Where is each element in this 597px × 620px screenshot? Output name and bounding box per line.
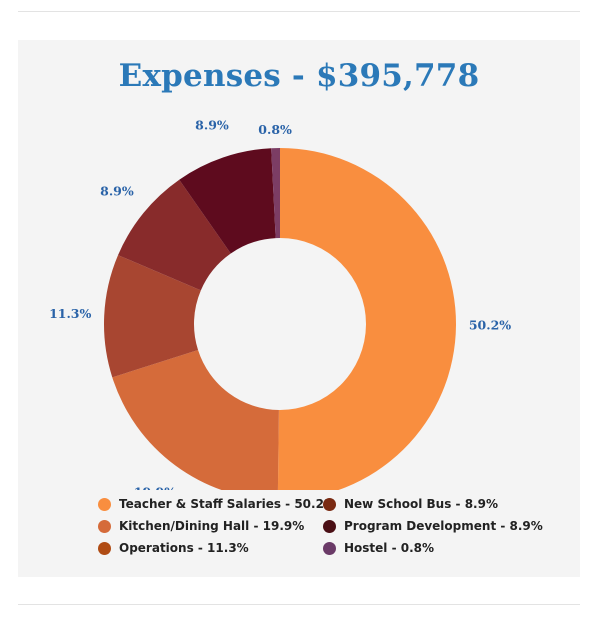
donut-chart: 50.2% 19.9% 11.3% 8.9% 8.9% 0.8%	[49, 117, 511, 490]
legend-item-teacher-staff-salaries: Teacher & Staff Salaries - 50.2%	[98, 497, 336, 511]
legend-marker	[98, 497, 111, 511]
chart-card: Expenses - $395,778 50.2% 19.9% 11.3% 8.9% 8…	[18, 40, 580, 577]
slice-label-teacher-staff-salaries: 50.2%	[469, 317, 511, 332]
bottom-divider	[18, 604, 580, 605]
slice-program-development	[179, 148, 276, 254]
slice-label-program-development: 8.9%	[195, 117, 229, 132]
donut-slices	[104, 148, 456, 490]
legend-label: Hostel - 0.8%	[344, 541, 435, 555]
donut-labels: 50.2% 19.9% 11.3% 8.9% 8.9% 0.8%	[49, 117, 511, 490]
legend-item-hostel: Hostel - 0.8%	[323, 541, 434, 555]
slice-operations	[104, 255, 201, 378]
legend-label: Operations - 11.3%	[119, 541, 249, 555]
chart-title: Expenses - $395,778	[118, 58, 480, 94]
slice-label-new-school-bus: 8.9%	[100, 184, 134, 199]
legend-marker	[98, 519, 111, 533]
legend-marker	[98, 541, 111, 555]
legend-item-new-school-bus: New School Bus - 8.9%	[323, 497, 498, 511]
slice-kitchen-dining-hall	[112, 350, 279, 490]
slice-hostel	[271, 148, 280, 239]
slice-label-hostel: 0.8%	[258, 122, 292, 137]
legend-item-kitchen-dining-hall: Kitchen/Dining Hall - 19.9%	[98, 519, 304, 533]
legend-item-program-development: Program Development - 8.9%	[323, 519, 543, 533]
legend-label: Teacher & Staff Salaries - 50.2%	[119, 497, 336, 511]
legend-label: Kitchen/Dining Hall - 19.9%	[119, 519, 305, 533]
legend-label: New School Bus - 8.9%	[344, 497, 498, 511]
slice-new-school-bus	[118, 179, 231, 291]
legend-item-operations: Operations - 11.3%	[98, 541, 249, 555]
top-divider	[18, 11, 580, 12]
slice-teacher-staff-salaries	[277, 148, 456, 490]
legend-label: Program Development - 8.9%	[344, 519, 543, 533]
legend-marker	[323, 541, 336, 555]
legend-marker	[323, 497, 336, 511]
slice-label-kitchen-dining-hall: 19.9%	[134, 485, 176, 490]
legend-marker	[323, 519, 336, 533]
slice-label-operations: 11.3%	[49, 306, 91, 321]
